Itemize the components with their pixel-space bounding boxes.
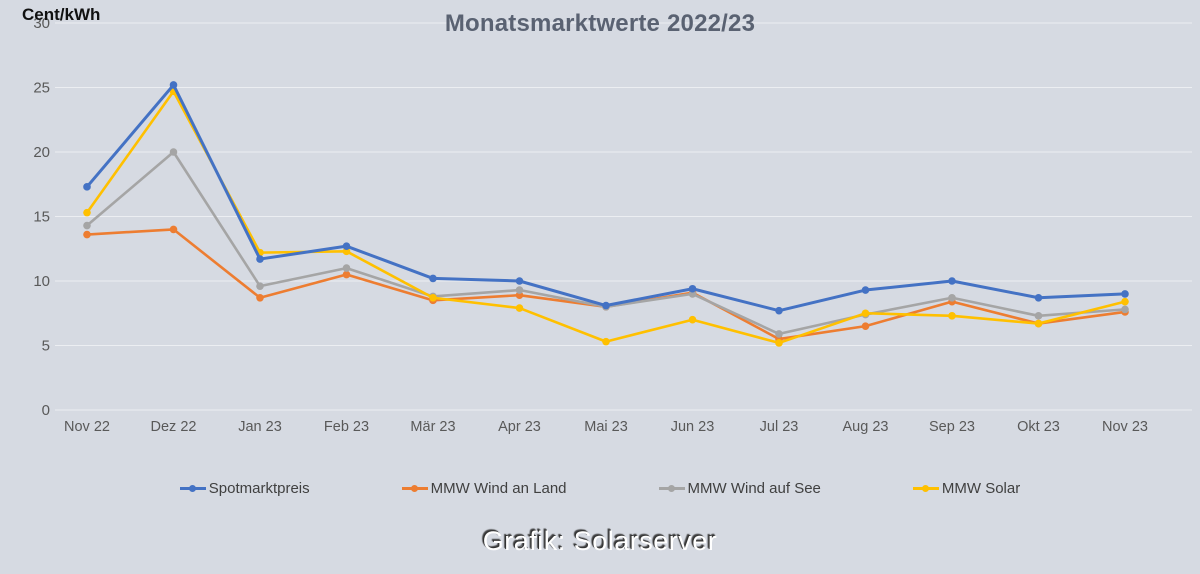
y-axis-unit-label: Cent/kWh <box>22 5 101 24</box>
y-tick-label-20: 20 <box>33 144 50 161</box>
data-point-mmw-wind-an-land-jan-23 <box>256 293 264 302</box>
data-point-spotmarktpreis-feb-23 <box>342 242 351 250</box>
data-point-mmw-wind-auf-see-sep-23 <box>948 293 956 302</box>
x-tick-label-feb-23: Feb 23 <box>324 419 369 435</box>
data-point-spotmarktpreis-okt-23 <box>1034 293 1043 302</box>
series-line-spotmarktpreis <box>85 83 1127 313</box>
y-tick-label-25: 25 <box>33 80 50 97</box>
data-point-mmw-wind-auf-see-nov-22 <box>83 221 91 230</box>
chart-title: Monatsmarktwerte 2022/23 <box>444 10 756 37</box>
data-point-mmw-solar-nov-22 <box>83 208 91 217</box>
y-tick-label-10: 10 <box>33 273 50 290</box>
data-point-spotmarktpreis-mär-23 <box>429 274 437 283</box>
data-point-mmw-solar-jun-23 <box>688 315 697 324</box>
legend-marker-icon-mmw-wind-an-land <box>401 484 428 493</box>
x-tick-label-mai-23: Mai 23 <box>584 419 628 435</box>
data-point-mmw-solar-mär-23 <box>429 293 437 302</box>
data-point-mmw-wind-an-land-nov-22 <box>83 230 91 239</box>
x-tick-label-apr-23: Apr 23 <box>498 419 541 435</box>
x-tick-label-jul-23: Jul 23 <box>760 419 799 435</box>
data-point-spotmarktpreis-dez-22 <box>169 81 178 89</box>
legend-marker-icon-spotmarktpreis <box>179 484 206 493</box>
legend-marker-icon-mmw-solar <box>912 484 939 493</box>
y-tick-label-15: 15 <box>33 209 50 226</box>
data-point-spotmarktpreis-nov-23 <box>1121 290 1129 298</box>
x-tick-label-nov-23: Nov 23 <box>1102 419 1148 435</box>
data-point-mmw-wind-auf-see-nov-23 <box>1121 305 1129 314</box>
y-tick-label-5: 5 <box>42 338 50 355</box>
data-point-mmw-wind-auf-see-dez-22 <box>169 148 178 156</box>
data-point-spotmarktpreis-nov-22 <box>83 183 91 191</box>
credit-caption: Grafik: Solarserver <box>482 526 718 556</box>
data-point-mmw-wind-auf-see-jan-23 <box>256 282 264 290</box>
data-point-mmw-wind-auf-see-feb-23 <box>342 264 351 272</box>
y-tick-label-30: 30 <box>33 15 50 32</box>
x-tick-label-mär-23: Mär 23 <box>410 419 455 435</box>
data-point-mmw-wind-an-land-aug-23 <box>861 322 870 330</box>
data-point-spotmarktpreis-mai-23 <box>602 301 610 310</box>
legend-label-mmw-wind-auf-see: MMW Wind auf See <box>687 480 821 497</box>
data-point-spotmarktpreis-jun-23 <box>688 284 697 293</box>
x-tick-label-jun-23: Jun 23 <box>671 419 715 435</box>
data-point-mmw-solar-nov-23 <box>1121 297 1129 306</box>
x-tick-label-jan-23: Jan 23 <box>238 419 282 435</box>
data-point-spotmarktpreis-aug-23 <box>861 286 870 294</box>
data-point-mmw-solar-sep-23 <box>948 312 956 320</box>
data-point-mmw-wind-auf-see-okt-23 <box>1034 312 1043 320</box>
data-point-mmw-wind-an-land-feb-23 <box>342 270 351 279</box>
data-point-mmw-solar-mai-23 <box>602 337 610 346</box>
legend-item-mmw-wind-an-land[interactable]: MMW Wind an Land <box>401 480 567 497</box>
legend-marker-icon-mmw-wind-auf-see <box>658 484 685 493</box>
legend-label-mmw-solar: MMW Solar <box>941 480 1021 497</box>
x-tick-label-sep-23: Sep 23 <box>929 419 975 435</box>
legend-label-spotmarktpreis: Spotmarktpreis <box>208 480 310 497</box>
x-tick-label-nov-22: Nov 22 <box>64 419 110 435</box>
line-chart-plot-area: 0 5 10 15 20 25 30 Nov 22 Dez 22 Jan 23 Feb 23 Mär … <box>33 15 1192 435</box>
data-point-spotmarktpreis-apr-23 <box>515 277 524 285</box>
legend-label-mmw-wind-an-land: MMW Wind an Land <box>430 480 567 497</box>
legend-item-mmw-solar[interactable]: MMW Solar <box>912 480 1021 497</box>
y-tick-label-0: 0 <box>42 402 50 419</box>
data-point-spotmarktpreis-jul-23 <box>775 306 783 315</box>
data-point-mmw-solar-aug-23 <box>861 309 870 318</box>
data-point-mmw-wind-auf-see-apr-23 <box>515 286 524 294</box>
data-point-spotmarktpreis-sep-23 <box>948 277 956 285</box>
data-point-mmw-solar-apr-23 <box>515 304 524 312</box>
data-point-mmw-solar-okt-23 <box>1034 319 1043 328</box>
x-tick-label-okt-23: Okt 23 <box>1017 419 1060 435</box>
legend-item-mmw-wind-auf-see[interactable]: MMW Wind auf See <box>658 480 821 497</box>
data-point-mmw-wind-an-land-dez-22 <box>169 225 178 234</box>
x-tick-label-aug-23: Aug 23 <box>843 419 889 435</box>
data-point-spotmarktpreis-jan-23 <box>256 255 264 263</box>
legend-item-spotmarktpreis[interactable]: Spotmarktpreis <box>179 480 310 497</box>
data-point-mmw-solar-jul-23 <box>775 339 783 347</box>
data-point-mmw-wind-auf-see-jul-23 <box>775 330 783 338</box>
chart-legend: Spotmarktpreis MMW Wind an Land MMW Wind a… <box>0 480 1200 497</box>
x-tick-label-dez-22: Dez 22 <box>151 419 197 435</box>
